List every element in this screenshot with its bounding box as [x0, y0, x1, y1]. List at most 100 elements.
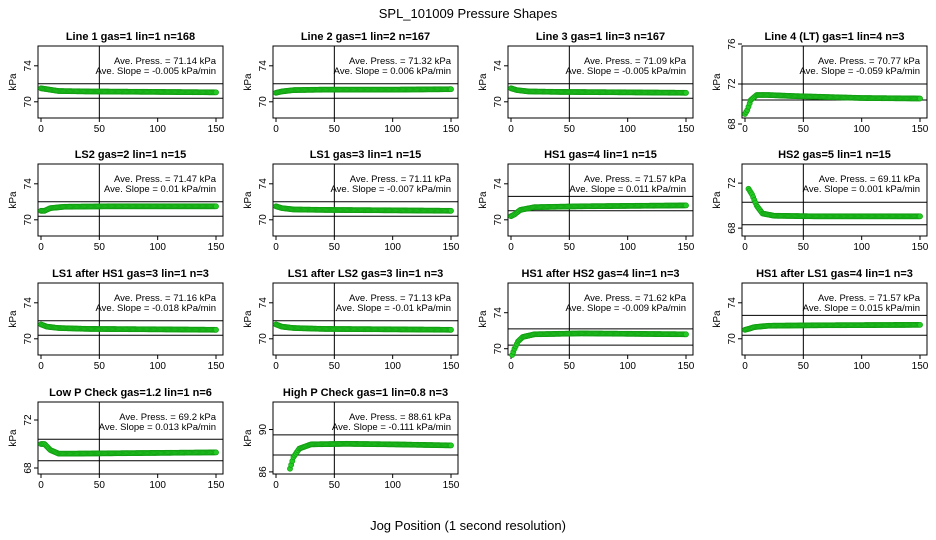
average-pressure-text: Ave. Press. = 88.61 kPa	[349, 412, 452, 423]
y-tick-label: 70	[493, 214, 504, 226]
data-point	[917, 95, 923, 102]
panel: HS2 gas=5 lin=1 n=15 0 50 100 150 68 72 kPa Ave.…	[712, 149, 929, 253]
y-tick-label: 70	[493, 96, 504, 108]
x-tick-label: 0	[742, 242, 748, 253]
x-tick-label: 150	[678, 242, 695, 253]
x-tick-label: 100	[149, 480, 166, 491]
average-pressure-text: Ave. Press. = 71.62 kPa	[584, 293, 687, 304]
x-tick-label: 50	[94, 361, 106, 372]
y-tick-label: 90	[258, 424, 269, 436]
x-tick-label: 100	[853, 361, 870, 372]
average-slope-text: Ave. Slope = 0.015 kPa/min	[803, 303, 920, 314]
x-tick-label: 50	[329, 480, 341, 491]
panel-title: LS1 after LS2 gas=3 lin=1 n=3	[288, 268, 444, 280]
figure-x-axis-label: Jog Position (1 second resolution)	[370, 518, 566, 533]
average-pressure-text: Ave. Press. = 71.13 kPa	[349, 293, 452, 304]
x-tick-label: 0	[273, 242, 279, 253]
average-pressure-text: Ave. Press. = 71.14 kPa	[114, 56, 217, 67]
plot-frame	[272, 401, 459, 475]
panel: Line 1 gas=1 lin=1 n=168 0 50 100 150 70 74 kPa…	[8, 31, 225, 135]
y-axis-label: kPa	[243, 191, 254, 209]
x-tick-label: 100	[384, 124, 401, 135]
y-axis-label: kPa	[8, 191, 19, 209]
average-slope-text: Ave. Slope = -0.018 kPa/min	[96, 303, 217, 314]
y-tick-label: 72	[727, 78, 738, 90]
x-tick-label: 150	[443, 480, 460, 491]
x-tick-label: 50	[94, 480, 106, 491]
y-tick-label: 68	[727, 118, 738, 130]
x-tick-label: 0	[508, 361, 514, 372]
data-point	[683, 331, 689, 338]
y-tick-label: 74	[727, 297, 738, 309]
average-slope-text: Ave. Slope = -0.007 kPa/min	[331, 184, 452, 195]
y-tick-label: 70	[23, 333, 34, 345]
y-axis-label: kPa	[8, 73, 19, 91]
y-axis-label: kPa	[8, 429, 19, 447]
data-point	[213, 89, 219, 96]
x-tick-label: 0	[38, 480, 44, 491]
x-tick-label: 50	[329, 124, 341, 135]
panel: Line 3 gas=1 lin=3 n=167 0 50 100 150 70 74 kPa…	[478, 31, 695, 135]
panel: HS1 after HS2 gas=4 lin=1 n=3 0 50 100 150 70…	[478, 268, 695, 372]
y-tick-label: 70	[493, 343, 504, 355]
x-tick-label: 50	[94, 124, 106, 135]
x-tick-label: 0	[38, 124, 44, 135]
x-tick-label: 50	[94, 242, 106, 253]
panel-title: HS1 after HS2 gas=4 lin=1 n=3	[521, 268, 679, 280]
x-tick-label: 100	[384, 361, 401, 372]
average-slope-text: Ave. Slope = -0.111 kPa/min	[332, 422, 451, 433]
y-tick-label: 74	[258, 297, 269, 309]
x-tick-label: 100	[384, 242, 401, 253]
x-tick-label: 150	[912, 124, 929, 135]
data-point	[213, 203, 219, 210]
average-slope-text: Ave. Slope = -0.009 kPa/min	[566, 303, 687, 314]
plot-frame	[37, 401, 224, 475]
average-pressure-text: Ave. Press. = 71.16 kPa	[114, 293, 217, 304]
data-point	[448, 442, 454, 449]
panel-title: High P Check gas=1 lin=0.8 n=3	[283, 387, 448, 399]
x-tick-label: 0	[742, 361, 748, 372]
average-pressure-text: Ave. Press. = 71.32 kPa	[349, 56, 452, 67]
x-tick-label: 100	[619, 361, 636, 372]
x-tick-label: 100	[149, 124, 166, 135]
y-axis-label: kPa	[243, 429, 254, 447]
data-point	[213, 326, 219, 333]
x-tick-label: 100	[853, 242, 870, 253]
y-tick-label: 70	[258, 333, 269, 345]
average-slope-text: Ave. Slope = -0.005 kPa/min	[96, 66, 217, 77]
y-tick-label: 74	[493, 178, 504, 190]
y-axis-label: kPa	[478, 73, 489, 91]
average-slope-text: Ave. Slope = -0.059 kPa/min	[800, 66, 921, 77]
y-tick-label: 86	[258, 466, 269, 478]
x-tick-label: 150	[208, 480, 225, 491]
x-tick-label: 150	[208, 361, 225, 372]
data-point	[917, 213, 923, 220]
x-tick-label: 150	[443, 124, 460, 135]
average-slope-text: Ave. Slope = -0.005 kPa/min	[566, 66, 687, 77]
average-pressure-text: Ave. Press. = 71.47 kPa	[114, 174, 217, 185]
x-tick-label: 100	[149, 242, 166, 253]
y-tick-label: 72	[23, 414, 34, 426]
x-tick-label: 50	[564, 124, 576, 135]
y-axis-label: kPa	[478, 191, 489, 209]
y-tick-label: 70	[258, 96, 269, 108]
average-pressure-text: Ave. Press. = 71.57 kPa	[818, 293, 921, 304]
panel: HS1 gas=4 lin=1 n=15 0 50 100 150 70 74 kPa Ave.…	[478, 149, 695, 253]
y-tick-label: 70	[23, 96, 34, 108]
panel-title: Low P Check gas=1.2 lin=1 n=6	[49, 387, 212, 399]
y-tick-label: 70	[23, 214, 34, 226]
data-point	[683, 202, 689, 209]
x-tick-label: 150	[443, 242, 460, 253]
panel: Low P Check gas=1.2 lin=1 n=6 0 50 100 150 68…	[8, 387, 225, 491]
y-tick-label: 72	[727, 177, 738, 189]
figure-title: SPL_101009 Pressure Shapes	[378, 6, 558, 21]
y-tick-label: 74	[23, 178, 34, 190]
x-tick-label: 150	[912, 361, 929, 372]
plot-frame	[272, 163, 459, 237]
y-tick-label: 74	[258, 60, 269, 72]
x-tick-label: 0	[273, 124, 279, 135]
y-axis-label: kPa	[712, 73, 723, 91]
plot-frame	[741, 163, 928, 237]
panel: High P Check gas=1 lin=0.8 n=3 0 50 100 150 8…	[243, 387, 460, 491]
